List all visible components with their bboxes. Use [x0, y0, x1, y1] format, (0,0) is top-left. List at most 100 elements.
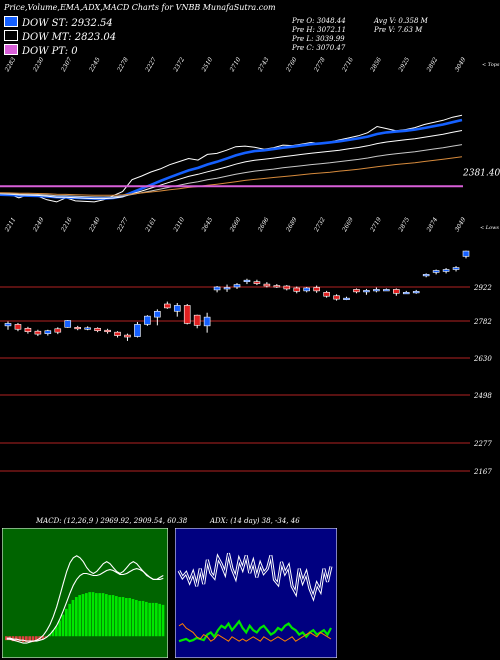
- candle-body: [442, 269, 450, 272]
- macd-histogram-bar: [98, 593, 101, 637]
- candle-body: [313, 287, 320, 292]
- candle-body: [402, 292, 410, 295]
- candle-body: [233, 284, 241, 288]
- candle-body: [323, 292, 330, 297]
- candle-body: [353, 289, 360, 293]
- macd-histogram-bar: [58, 620, 61, 637]
- bottom-axis-tick: 2689: [284, 216, 298, 234]
- bottom-axis-tick: 2719: [369, 216, 383, 234]
- stat-pre-high: Pre H: 3072.11: [292, 26, 347, 34]
- adx-line-inner: [178, 553, 332, 599]
- macd-signal-line: [6, 568, 164, 642]
- candle-body: [273, 285, 281, 288]
- candle-body: [14, 324, 22, 330]
- macd-histogram-bar: [65, 608, 68, 637]
- candle-body: [54, 328, 62, 333]
- candle-body: [84, 327, 91, 330]
- candle-body: [283, 285, 291, 290]
- candle-body: [64, 320, 72, 328]
- bottom-axis-tick: 2874: [425, 216, 439, 234]
- legend-swatch-dow-pt: [4, 44, 18, 55]
- candle-body: [4, 323, 12, 327]
- bottom-axis-tick: 3049: [454, 216, 468, 233]
- macd-histogram-bar: [71, 599, 75, 637]
- macd-histogram-bar: [148, 602, 151, 637]
- price-level-label: 2498: [473, 392, 492, 400]
- macd-histogram-bar: [105, 594, 108, 637]
- candle-body: [114, 331, 121, 336]
- macd-histogram-bar: [51, 630, 55, 637]
- macd-histogram-bar: [128, 598, 131, 637]
- candle-body: [452, 267, 460, 270]
- price-level-label: 2922: [473, 284, 492, 292]
- macd-histogram-bar: [158, 603, 161, 637]
- plus-di-line: [178, 619, 332, 643]
- stat-avg-volume: Avg V: 0.358 M: [374, 17, 428, 25]
- top-axis-tick: 2760: [284, 56, 298, 74]
- bottom-axis-tick: 2277: [116, 216, 130, 234]
- candle-body: [393, 289, 400, 294]
- macd-histogram-bar: [41, 636, 45, 640]
- macd-histogram-bar: [88, 592, 91, 637]
- candlesticks: [4, 250, 470, 341]
- bottom-axis-tick: 2240: [88, 216, 102, 234]
- macd-histogram-bar: [25, 636, 28, 643]
- lows-axis-label: < Lows: [480, 225, 499, 231]
- adx-title: ADX: (14 day) 38, -34, 46: [210, 517, 300, 525]
- top-axis-tick: 2778: [313, 56, 327, 74]
- macd-histogram-bar: [111, 595, 115, 637]
- candle-body: [263, 283, 271, 287]
- top-axis-tick: 2710: [228, 56, 242, 74]
- bottom-axis-tick: 2696: [256, 216, 270, 234]
- macd-histogram-bar: [68, 603, 71, 637]
- macd-histogram-bar: [131, 598, 135, 637]
- candle-body: [213, 286, 221, 291]
- legend-dow-st: DOW ST: 2932.54: [4, 16, 113, 30]
- bottom-axis-tick: 2211: [3, 216, 17, 234]
- bottom-axis-ticks: 2211 2249 2216 2240 2277 2161 2310 2645 2660 2696…: [3, 216, 467, 234]
- top-axis-tick: 2743: [256, 56, 270, 74]
- minus-di-line: [178, 622, 332, 642]
- top-axis-tick: 2716: [341, 56, 355, 74]
- stat-pre-close: Pre C: 3070.47: [292, 44, 346, 52]
- macd-histogram-bar: [85, 593, 88, 637]
- candle-body: [144, 315, 151, 325]
- candle-body: [203, 316, 211, 327]
- adx-lines: [177, 552, 333, 643]
- candle-body: [223, 287, 231, 290]
- price-level-label: 2630: [473, 355, 492, 363]
- macd-histogram-bar: [35, 636, 38, 642]
- ema-series-line: [0, 114, 463, 203]
- candle-body: [462, 250, 470, 257]
- macd-histogram-bar: [125, 598, 128, 637]
- chart-title: Price,Volume,EMA,ADX,MACD Charts for VNB…: [4, 3, 276, 12]
- candle-body: [412, 291, 420, 294]
- macd-histogram: [5, 592, 165, 643]
- macd-histogram-bar: [151, 602, 155, 637]
- macd-chart: [2, 528, 168, 658]
- macd-histogram-bar: [145, 601, 148, 637]
- bottom-axis-tick: 2669: [341, 216, 355, 234]
- macd-histogram-bar: [135, 599, 138, 637]
- candle-body: [243, 279, 251, 283]
- bottom-axis-tick: 2732: [313, 216, 327, 234]
- bottom-axis-tick: 2216: [59, 216, 73, 234]
- price-chart: 2283 2230 2307 2245 2278 2227 2372 2510 2710 2743…: [0, 56, 500, 476]
- candle-body: [24, 327, 32, 332]
- top-axis-tick: 2227: [144, 56, 158, 74]
- legend-label-dow-st: DOW ST: 2932.54: [22, 18, 113, 29]
- macd-histogram-bar: [118, 597, 121, 637]
- macd-histogram-bar: [18, 636, 21, 642]
- candle-body: [253, 281, 261, 284]
- macd-histogram-bar: [101, 593, 105, 637]
- price-level-label: 2277: [473, 440, 492, 448]
- macd-histogram-bar: [31, 636, 35, 643]
- macd-histogram-bar: [81, 594, 85, 637]
- top-axis-tick: 2230: [31, 56, 45, 74]
- stat-pre-volume: Pre V: 7.63 M: [374, 26, 423, 34]
- macd-histogram-bar: [108, 595, 111, 637]
- candle-body: [193, 314, 201, 326]
- adx-chart: [175, 528, 337, 658]
- macd-histogram-bar: [138, 600, 141, 637]
- candle-body: [34, 330, 42, 335]
